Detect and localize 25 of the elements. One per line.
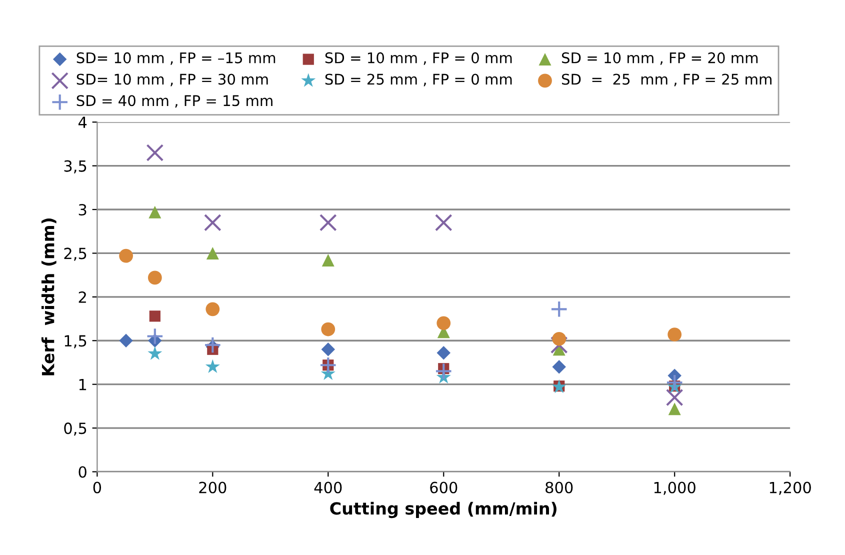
- y-tick-label: 2: [78, 291, 86, 303]
- y-tick-label: 1: [79, 379, 86, 390]
- x-tick-label: 200: [199, 482, 226, 494]
- x-tick-label: 400: [314, 482, 342, 494]
- y-tick-label: 2,5: [64, 248, 86, 261]
- x-tick-label: 0: [93, 482, 102, 494]
- y-tick-label: 4: [78, 116, 87, 128]
- y-tick-label: 0,5: [64, 422, 86, 436]
- legend-label: SD = 10 mm , FP = 20 mm: [562, 52, 758, 65]
- legend-label: SD = 10 mm , FP = 0 mm: [325, 52, 512, 65]
- legend-label: SD= 10 mm , FP = –15 mm: [76, 52, 276, 65]
- x-tick-label: 600: [430, 482, 458, 494]
- y-tick-label: 3,5: [64, 160, 86, 174]
- legend-label: SD= 10 mm , FP = 30 mm: [76, 74, 268, 86]
- x-tick-label: 1,000: [654, 482, 696, 495]
- legend-label: SD = 25 mm , FP = 0 mm: [325, 74, 512, 86]
- x-tick-label: 800: [546, 482, 573, 494]
- x-tick-label: 1,200: [770, 482, 811, 495]
- y-tick-label: 3: [78, 204, 86, 216]
- legend-label: SD = 25 mm , FP = 25 mm: [562, 74, 772, 86]
- y-tick-label: 0: [78, 466, 86, 478]
- legend-label: SD = 40 mm , FP = 15 mm: [76, 95, 272, 108]
- y-axis-title: Kerf width (mm): [41, 218, 56, 376]
- x-axis-title: Cutting speed (mm/min): [330, 502, 556, 518]
- y-tick-label: 1,5: [64, 335, 86, 348]
